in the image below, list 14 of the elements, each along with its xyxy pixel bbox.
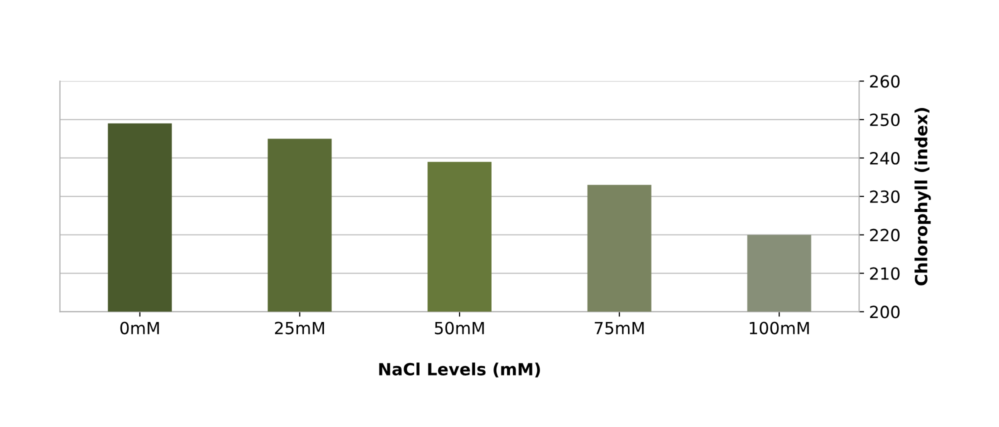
x-tick-label: 75mM: [594, 322, 644, 334]
x-tick-label: 50mM: [434, 322, 484, 334]
x-tick-label: 0mM: [120, 322, 159, 334]
x-tick-label: 25mM: [275, 322, 324, 334]
y-tick-label: 260: [870, 75, 900, 88]
x-tick-label: 100mM: [750, 322, 809, 334]
y-tick-label: 250: [870, 114, 900, 126]
y-tick-label: 210: [870, 267, 900, 280]
y-axis-title: Chlorophyll (index): [914, 108, 931, 286]
y-tick-label: 230: [870, 190, 900, 203]
x-axis-title: NaCl Levels (mM): [379, 362, 540, 378]
y-tick-label: 220: [870, 228, 900, 242]
y-tick-label: 240: [870, 152, 900, 165]
y-tick-label: 200: [870, 306, 900, 318]
